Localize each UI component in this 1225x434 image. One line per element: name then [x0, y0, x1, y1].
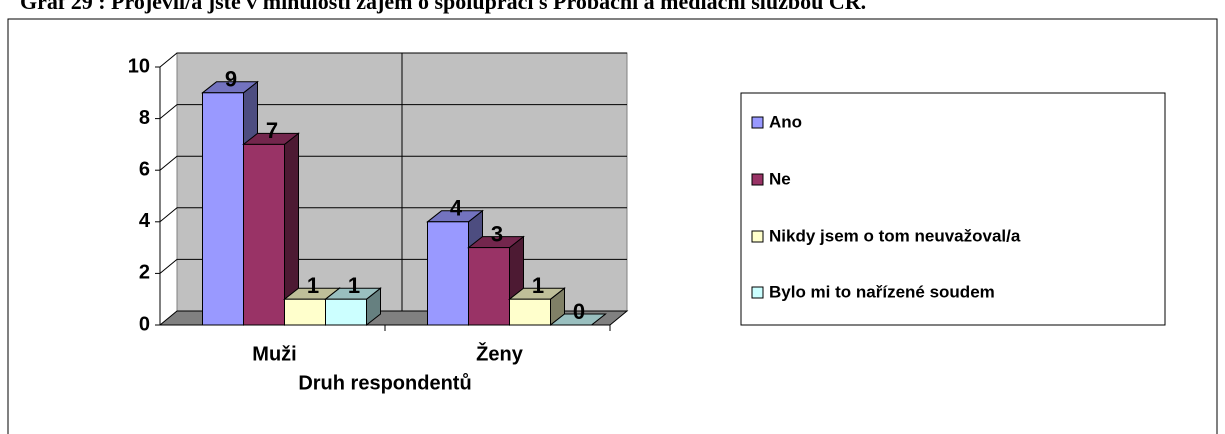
legend-label: Nikdy jsem o tom neuvažoval/a: [769, 226, 1021, 245]
legend-box: [740, 92, 1166, 326]
data-label: 1: [532, 273, 544, 298]
x-tick-label: Ženy: [476, 341, 524, 365]
x-axis-title: Druh respondentů: [298, 372, 471, 394]
data-label: 9: [225, 67, 237, 92]
chart-frame: [7, 18, 1218, 434]
legend-swatch: [751, 116, 764, 129]
bar: [202, 92, 244, 326]
data-label: 3: [491, 221, 503, 246]
legend-swatch: [751, 286, 764, 299]
data-label: 4: [450, 196, 463, 221]
data-label: 1: [307, 273, 319, 298]
y-tick-label: 10: [128, 55, 150, 77]
legend-swatch: [751, 173, 764, 186]
bar: [284, 298, 326, 326]
data-label: 1: [348, 273, 360, 298]
grid-line: [159, 207, 627, 223]
x-tick-label: Muži: [252, 343, 296, 365]
grid-line: [159, 104, 627, 119]
data-label: 0: [573, 299, 585, 324]
data-label: 7: [266, 118, 278, 143]
chart-title: Graf 29 : Projevil/a jste v minulosti zá…: [20, 0, 866, 14]
grid-line: [159, 155, 627, 171]
legend-swatch: [751, 230, 764, 243]
grid-line: [159, 52, 627, 68]
y-tick-label: 2: [139, 262, 150, 284]
y-tick-label: 4: [139, 210, 151, 232]
bar: [325, 298, 367, 326]
bar: [427, 221, 469, 326]
legend-label: Ne: [769, 169, 791, 188]
legend-label: Ano: [769, 112, 802, 131]
bar: [509, 298, 551, 326]
y-tick-label: 8: [139, 107, 150, 129]
legend-label: Bylo mi to nařízené soudem: [769, 282, 995, 301]
y-tick-label: 6: [139, 158, 150, 180]
bar: [468, 247, 510, 326]
bar-top: [549, 313, 607, 326]
bar: [243, 143, 285, 326]
y-tick-label: 0: [139, 313, 150, 335]
